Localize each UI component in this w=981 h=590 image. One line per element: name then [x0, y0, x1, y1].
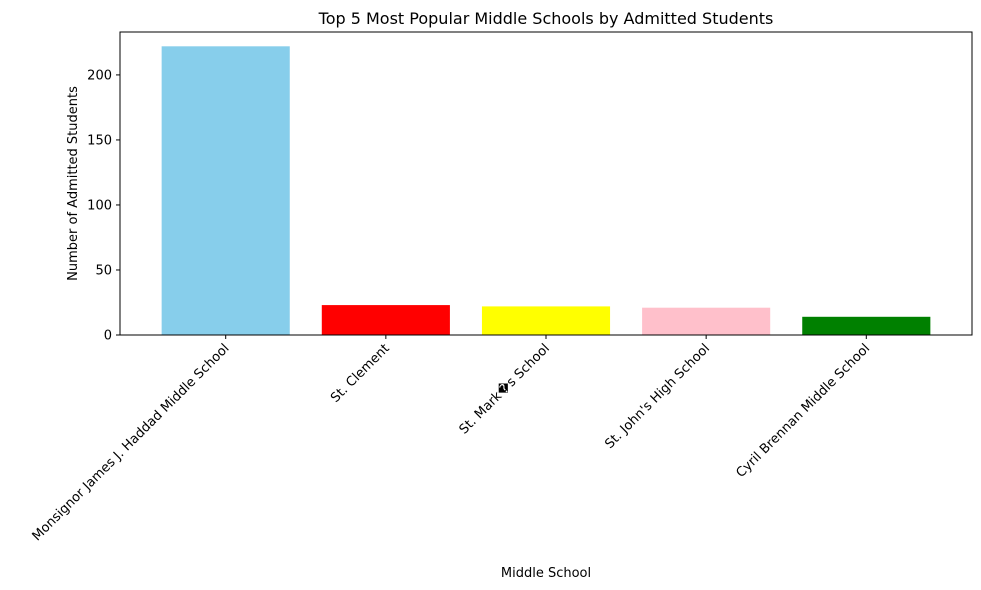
y-tick-label: 0: [104, 329, 112, 344]
y-axis-ticks: 0 50 100 150 200: [87, 68, 120, 344]
x-tick-label: St. John's High School: [602, 341, 713, 452]
plot-area-frame: [119, 31, 973, 336]
bar-4: [642, 307, 771, 335]
chart-title: Top 5 Most Popular Middle Schools by Adm…: [318, 9, 774, 28]
bar-1: [161, 46, 290, 336]
x-axis-ticks: Monsignor James J. Haddad Middle School S…: [30, 335, 873, 544]
x-tick-label: Cyril Brennan Middle School: [733, 341, 873, 481]
bars-group: [161, 46, 931, 336]
y-axis-label: Number of Admitted Students: [66, 86, 81, 281]
bar-2: [321, 305, 450, 335]
x-tick-label: St. Clement: [328, 341, 393, 406]
x-tick-label: St. Mark�s School: [455, 340, 553, 438]
x-tick-label: Monsignor James J. Haddad Middle School: [30, 341, 233, 544]
y-tick-label: 200: [87, 68, 112, 83]
y-tick-label: 150: [87, 133, 112, 148]
y-tick-label: 50: [95, 263, 112, 278]
bar-3: [481, 306, 611, 335]
bar-5: [802, 316, 931, 335]
y-tick-label: 100: [87, 198, 112, 213]
x-axis-label: Middle School: [501, 566, 591, 581]
